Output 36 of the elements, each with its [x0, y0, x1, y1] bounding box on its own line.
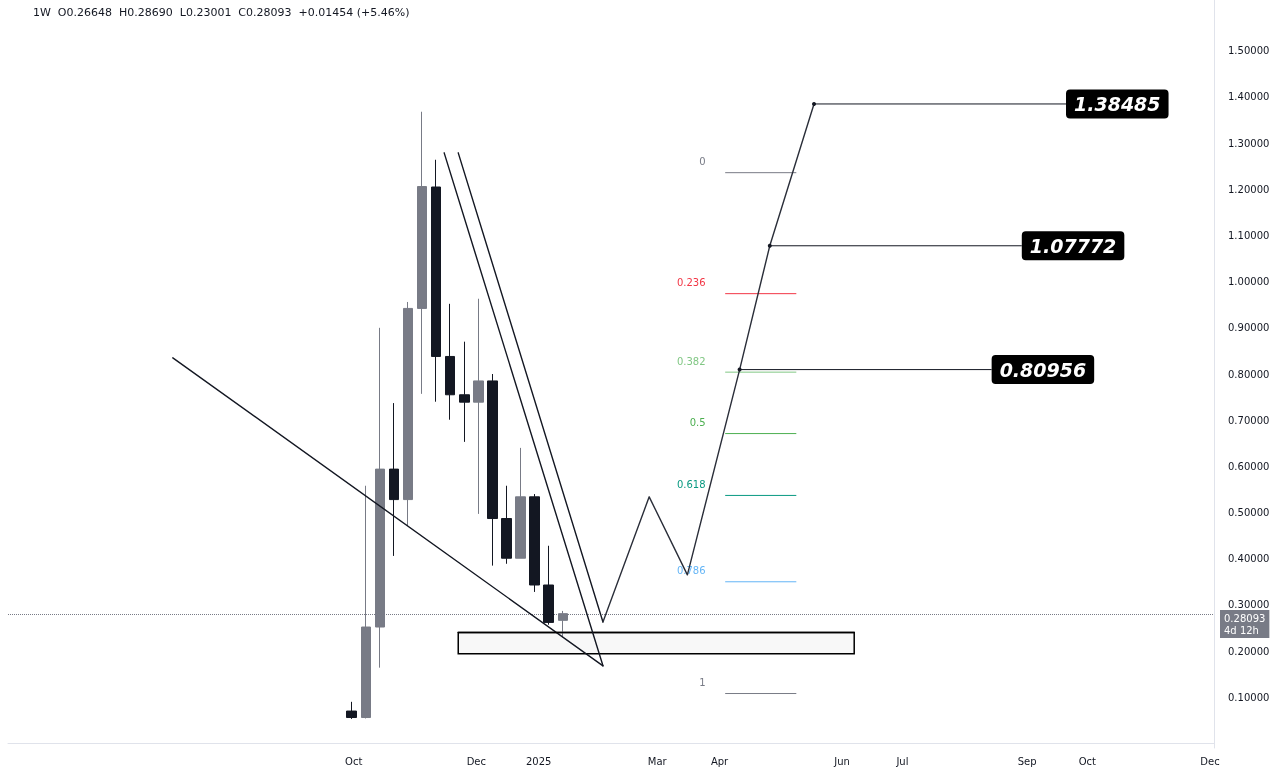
x-tick-label: Sep: [1017, 755, 1037, 767]
y-tick-label: 0.10000: [1228, 691, 1270, 703]
text: 0: [699, 156, 706, 168]
y-tick-label: 0.40000: [1228, 553, 1270, 565]
y-tick-label: 1.10000: [1228, 229, 1270, 241]
y-tick-label: 1.20000: [1228, 183, 1270, 195]
y-tick-label: 0.80000: [1228, 368, 1270, 380]
x-tick-label: Jul: [895, 755, 909, 767]
y-tick-label: 0.70000: [1228, 414, 1270, 426]
text: 0.236: [676, 277, 706, 289]
x-tick-label: Mar: [647, 755, 668, 767]
y-tick-label: 1.40000: [1228, 91, 1270, 103]
y-tick-label: 1.00000: [1228, 276, 1270, 288]
y-tick-label: 0.90000: [1228, 322, 1270, 334]
ref-line-label: 0.28093 4d 12h: [1224, 612, 1266, 636]
text: 1W O0.26648 H0.28690 L0.23001 C0.28093 +0.01454 (+5.46%): [33, 6, 410, 19]
annotation: 1.07772: [1029, 234, 1117, 257]
annotation: 1.38485: [1074, 92, 1161, 115]
y-tick-label: 0.60000: [1228, 460, 1270, 472]
y-tick-label: 0.20000: [1228, 645, 1270, 657]
x-tick-label: Apr: [710, 755, 730, 767]
x-tick-label: Oct: [345, 755, 363, 767]
x-tick-label: Jun: [833, 755, 850, 767]
text: 0.5: [689, 417, 706, 429]
y-tick-label: 0.30000: [1228, 599, 1270, 611]
y-tick-label: 1.50000: [1228, 45, 1270, 57]
annotation: 0.80956: [999, 358, 1087, 381]
x-tick-label: 2025: [525, 755, 552, 767]
x-tick-label: Dec: [1200, 755, 1220, 767]
y-tick-label: 0.50000: [1228, 507, 1270, 519]
text: 0.618: [676, 478, 706, 490]
text: 0.382: [676, 355, 706, 367]
x-tick-label: Dec: [466, 755, 487, 767]
x-tick-label: Oct: [1078, 755, 1097, 767]
text: 1: [699, 677, 706, 689]
y-tick-label: 1.30000: [1228, 137, 1270, 149]
